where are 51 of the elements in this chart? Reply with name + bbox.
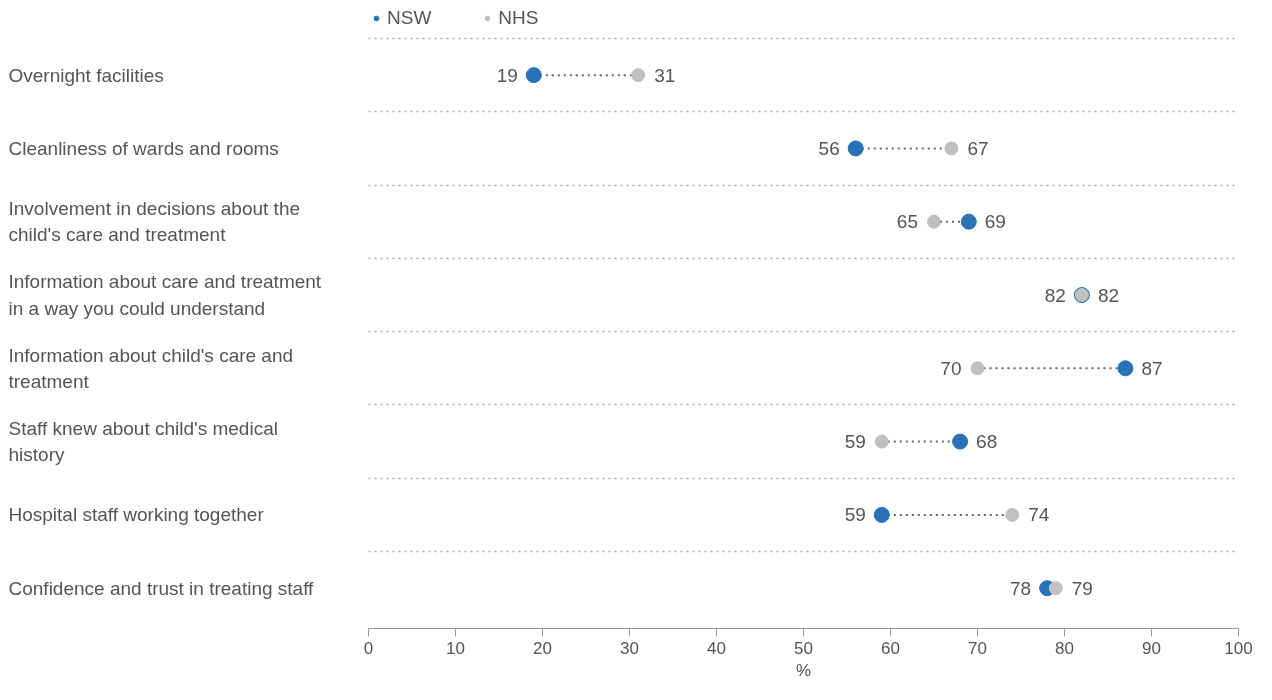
x-tick-label: 40 xyxy=(707,638,726,658)
data-label: 78 xyxy=(1009,577,1032,599)
y-tick-label: Information about care and treatment in a way you could understand xyxy=(8,271,322,319)
legend-label: NSW xyxy=(387,7,432,29)
point xyxy=(631,68,646,83)
data-label: 59 xyxy=(844,504,866,526)
y-tick-label: Confidence and trust in treating staff xyxy=(8,577,315,599)
y-tick-label: Overnight facilities xyxy=(8,64,164,86)
point xyxy=(1117,360,1134,377)
point xyxy=(874,434,889,449)
legend-label: NHS xyxy=(498,7,539,29)
point xyxy=(525,67,542,84)
point xyxy=(960,213,977,230)
point xyxy=(847,140,864,157)
data-label: 82 xyxy=(1097,284,1120,306)
point xyxy=(873,506,890,523)
x-tick-label: 10 xyxy=(446,638,465,658)
data-label: 19 xyxy=(496,64,518,86)
y-tick-label: Staff knew about child's medical history xyxy=(8,417,278,466)
x-tick-label: 90 xyxy=(1142,638,1161,658)
x-tick-label: 20 xyxy=(533,638,552,658)
data-label: 79 xyxy=(1071,577,1093,599)
data-label: 70 xyxy=(940,357,962,379)
x-tick-label: 30 xyxy=(620,638,639,658)
data-label: 69 xyxy=(984,211,1006,233)
data-label: 59 xyxy=(844,431,866,453)
y-tick-label: Hospital staff working together xyxy=(8,504,265,526)
x-tick-label: 0 xyxy=(363,638,374,658)
y-tick-label: Involvement in decisions about the child's care and treatment xyxy=(8,198,301,246)
y-tick-label: Cleanliness of wards and rooms xyxy=(8,137,279,159)
data-label: 31 xyxy=(654,64,676,86)
data-label: 87 xyxy=(1141,357,1163,379)
point xyxy=(952,433,969,450)
data-label: 56 xyxy=(818,137,840,159)
y-tick-label: Information about child's care and treatment xyxy=(8,344,294,392)
data-label: 65 xyxy=(896,211,919,233)
data-label: 68 xyxy=(976,431,998,453)
x-tick-label: 60 xyxy=(881,638,900,658)
point xyxy=(1005,507,1020,522)
x-tick-label: 100 xyxy=(1224,638,1253,658)
x-axis-title: % xyxy=(795,660,812,680)
point xyxy=(1048,581,1063,596)
data-label: 82 xyxy=(1044,284,1066,306)
point xyxy=(927,214,941,229)
x-tick-label: 50 xyxy=(794,638,813,658)
x-tick-label: 70 xyxy=(968,638,987,658)
point xyxy=(944,141,959,156)
point xyxy=(970,361,985,376)
data-label: 67 xyxy=(967,137,989,159)
x-tick-label: 80 xyxy=(1055,638,1074,658)
data-label: 74 xyxy=(1028,504,1050,526)
